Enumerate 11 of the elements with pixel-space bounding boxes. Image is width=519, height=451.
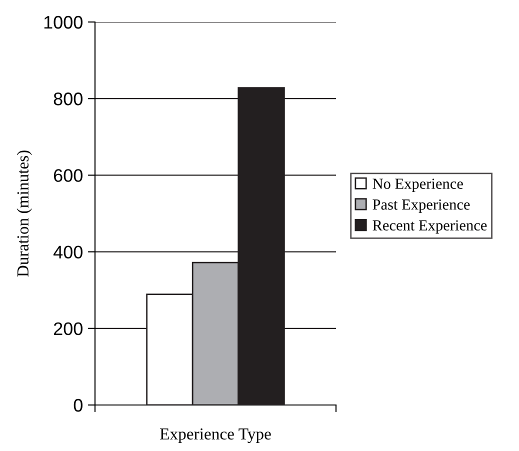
y-tick-label: 1000 (44, 16, 82, 29)
y-tick-label: 800 (54, 92, 82, 106)
x-axis-title: Experience Type (160, 428, 271, 444)
y-tick-label: 400 (53, 246, 82, 259)
y-axis-title: Duration (minutes) (16, 150, 32, 277)
legend-label: Past Experience (372, 199, 470, 213)
y-tick-label: 0 (74, 398, 82, 412)
legend-label: Recent Experience (372, 220, 487, 234)
legend-label: No Experience (372, 178, 463, 192)
y-tick-label: 600 (54, 169, 82, 182)
y-tick-label: 200 (54, 322, 82, 336)
